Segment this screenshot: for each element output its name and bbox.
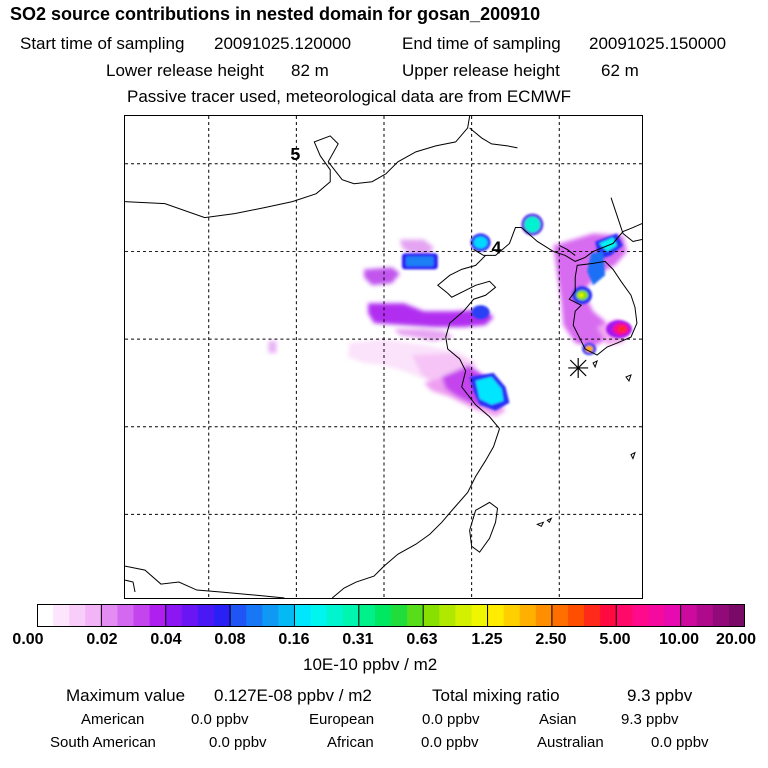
- region-name-african: African: [327, 734, 374, 751]
- colorbar-swatch: [214, 604, 231, 627]
- colorbar-tick: 0.16: [278, 631, 310, 648]
- colorbar-cells: [37, 604, 745, 627]
- colorbar-swatch: [568, 604, 585, 627]
- colorbar-swatch: [165, 604, 183, 627]
- colorbar: [37, 604, 745, 627]
- total-mixing-label: Total mixing ratio: [432, 686, 560, 705]
- colorbar-tick: 0.04: [150, 631, 182, 648]
- colorbar-swatch: [519, 604, 537, 627]
- colorbar-swatch: [294, 604, 312, 627]
- region-value-south-american: 0.0 ppbv: [209, 734, 267, 751]
- colorbar-swatch: [149, 604, 167, 627]
- colorbar-swatch: [69, 604, 86, 627]
- colorbar-swatch: [278, 604, 296, 627]
- colorbar-swatch: [53, 604, 70, 627]
- colorbar-swatch: [310, 604, 328, 627]
- colorbar-swatch: [439, 604, 456, 627]
- colorbar-swatch: [117, 604, 135, 627]
- region-value-african: 0.0 ppbv: [421, 734, 479, 751]
- colorbar-swatch: [584, 604, 601, 627]
- colorbar-swatch: [600, 604, 617, 627]
- colorbar-swatch: [262, 604, 279, 627]
- region-name-american: American: [81, 711, 145, 728]
- colorbar-swatch: [487, 604, 505, 627]
- region-name-south-american: South American: [50, 734, 156, 751]
- colorbar-swatch: [197, 604, 215, 627]
- region-name-australian: Australian: [537, 734, 604, 751]
- colorbar-swatch: [471, 604, 489, 627]
- lower-height-value: 82 m: [291, 61, 329, 80]
- colorbar-swatch: [407, 604, 424, 627]
- colorbar-tick: 0.08: [214, 631, 246, 648]
- colorbar-swatch: [374, 604, 392, 627]
- hotspot-layer: [401, 213, 632, 411]
- colorbar-swatch: [664, 604, 682, 627]
- page-title: SO2 source contributions in nested domai…: [10, 4, 541, 24]
- colorbar-swatch: [423, 604, 440, 627]
- receptor-marker: [568, 357, 589, 378]
- grid-label-5: 5: [290, 144, 300, 164]
- colorbar-swatch: [246, 604, 263, 627]
- grid-label-4: 4: [492, 237, 502, 257]
- colorbar-swatch: [358, 604, 376, 627]
- colorbar-swatch: [37, 604, 54, 627]
- colorbar-frame: [37, 604, 745, 627]
- colorbar-swatch: [712, 604, 730, 627]
- colorbar-tick: 0.31: [342, 631, 374, 648]
- upper-height-label: Upper release height: [402, 61, 560, 80]
- max-value-label: Maximum value: [66, 686, 186, 705]
- colorbar-tick: 10.00: [658, 631, 700, 648]
- colorbar-swatch: [133, 604, 151, 627]
- region-value-european: 0.0 ppbv: [422, 711, 480, 728]
- colorbar-swatch: [535, 604, 553, 627]
- end-time-value: 20091025.150000: [589, 34, 727, 53]
- tracer-note: Passive tracer used, meteorological data…: [127, 87, 572, 106]
- end-time-label: End time of sampling: [402, 34, 561, 53]
- colorbar-swatch: [455, 604, 473, 627]
- colorbar-swatch: [728, 604, 745, 627]
- max-value: 0.127E-08 ppbv / m2: [214, 686, 372, 705]
- colorbar-tick: 0.02: [86, 631, 118, 648]
- colorbar-tick: 20.00: [715, 631, 757, 648]
- lower-height-label: Lower release height: [106, 61, 264, 80]
- colorbar-swatch: [503, 604, 521, 627]
- region-value-australian: 0.0 ppbv: [651, 734, 709, 751]
- start-time-label: Start time of sampling: [20, 34, 185, 53]
- colorbar-swatch: [342, 604, 360, 627]
- region-value-asian: 9.3 ppbv: [621, 711, 679, 728]
- colorbar-swatch: [680, 604, 698, 627]
- colorbar-tick: 0.00: [12, 631, 44, 648]
- colorbar-swatch: [101, 604, 119, 627]
- colorbar-swatch: [181, 604, 199, 627]
- colorbar-unit: 10E-10 ppbv / m2: [303, 655, 438, 674]
- colorbar-tick: 0.63: [406, 631, 438, 648]
- colorbar-swatch: [616, 604, 633, 627]
- region-value-american: 0.0 ppbv: [191, 711, 249, 728]
- coastlines: [125, 116, 642, 598]
- colorbar-swatch: [648, 604, 666, 627]
- colorbar-swatch: [696, 604, 714, 627]
- colorbar-swatch: [551, 604, 569, 627]
- colorbar-tick: 5.00: [599, 631, 631, 648]
- colorbar-swatch: [326, 604, 344, 627]
- region-name-asian: Asian: [539, 711, 577, 728]
- colorbar-swatch: [230, 604, 247, 627]
- colorbar-tick: 1.25: [471, 631, 503, 648]
- colorbar-swatch: [85, 604, 102, 627]
- graticule: [125, 116, 642, 598]
- upper-height-value: 62 m: [601, 61, 639, 80]
- concentration-map: 5 4: [124, 115, 643, 599]
- start-time-value: 20091025.120000: [214, 34, 352, 53]
- colorbar-swatch: [632, 604, 650, 627]
- colorbar-tick: 2.50: [535, 631, 567, 648]
- region-name-european: European: [309, 711, 375, 728]
- colorbar-swatch: [391, 604, 408, 627]
- total-mixing-value: 9.3 ppbv: [627, 686, 693, 705]
